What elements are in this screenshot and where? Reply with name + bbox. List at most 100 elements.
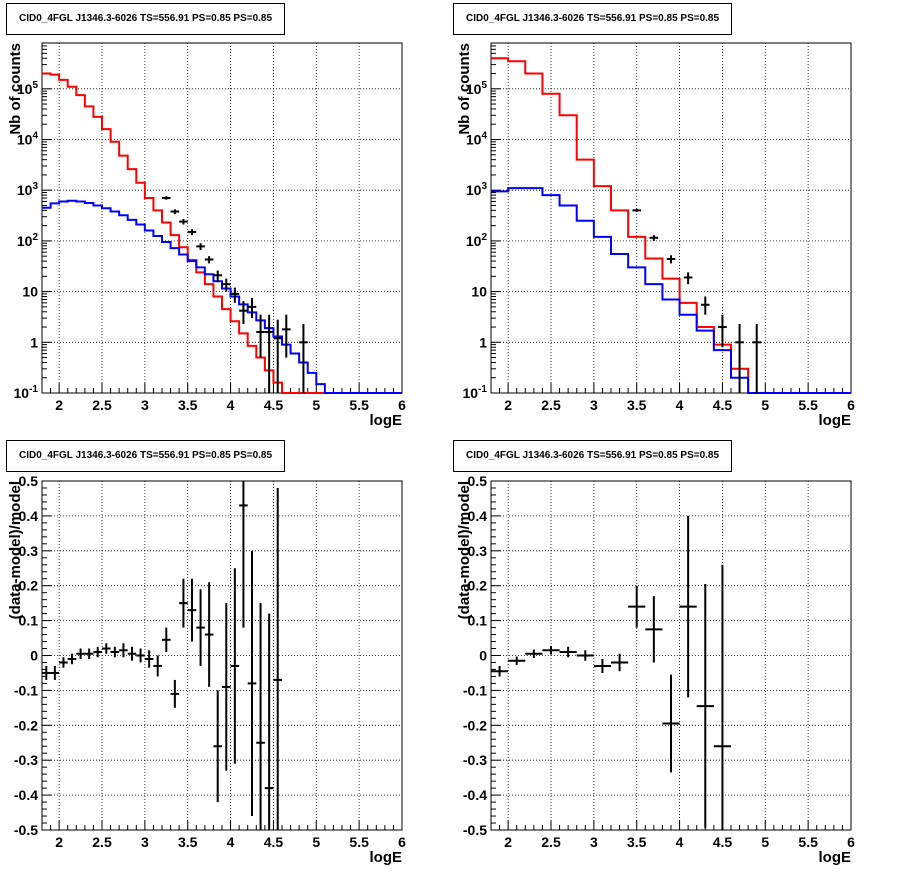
y-axis-title: Nb of counts [456, 43, 473, 135]
y-tick-label: 0.2 [19, 578, 39, 594]
data-point [683, 272, 693, 285]
x-tick-label: 3.5 [627, 397, 647, 413]
data-point [230, 287, 240, 303]
data-point [204, 256, 214, 264]
x-tick-label: 2 [55, 397, 63, 413]
data-point [273, 319, 282, 393]
x-tick-label: 3.5 [178, 834, 198, 850]
y-axis-title: (data-model)/model [456, 481, 473, 619]
y-tick-label: 105 [466, 80, 488, 97]
x-tick-label: 6 [398, 834, 406, 850]
y-tick-label: -0.2 [14, 717, 38, 733]
data-point [187, 229, 197, 236]
x-tick-label: 5.5 [349, 397, 369, 413]
data-point [213, 690, 222, 803]
y-tick-label: -0.4 [14, 787, 38, 803]
x-axis-title: logE [370, 849, 403, 866]
data-point [239, 301, 248, 324]
data-point [162, 196, 171, 200]
data-point [50, 665, 60, 680]
x-tick-label: 3 [590, 397, 598, 413]
data-point [196, 243, 205, 251]
data-point [256, 603, 265, 830]
data-point [162, 627, 171, 653]
plot-frame [490, 42, 852, 394]
data-point [696, 583, 714, 829]
x-tick-label: 5.5 [798, 834, 818, 850]
y-axis-title: Nb of counts [7, 43, 24, 135]
data-point [256, 314, 265, 358]
data-point [170, 679, 180, 708]
data-point [666, 255, 676, 264]
data-point [204, 582, 214, 687]
histogram-series [491, 57, 851, 394]
data-point [239, 481, 248, 628]
x-tick-label: 4 [227, 397, 235, 413]
x-tick-label: 3 [141, 397, 149, 413]
y-tick-label: 0 [30, 648, 38, 664]
data-point [196, 589, 205, 666]
chart-panel-bottom-left: CID0_4FGL J1346.3-6026 TS=556.91 PS=0.85… [0, 437, 449, 875]
data-point [110, 646, 120, 658]
y-tick-label: -0.1 [14, 682, 38, 698]
data-point [136, 648, 145, 663]
y-tick-label: 0 [479, 648, 487, 664]
data-point [718, 314, 727, 348]
data-point [264, 314, 274, 393]
data-point [230, 568, 240, 764]
data-point [299, 323, 308, 393]
data-point [752, 323, 761, 393]
data-point [593, 658, 611, 673]
data-point [59, 657, 68, 668]
x-tick-label: 2.5 [92, 834, 112, 850]
x-tick-label: 4.5 [713, 397, 733, 413]
x-tick-label: 2.5 [541, 834, 561, 850]
data-point [282, 314, 291, 358]
histogram-series [42, 72, 402, 394]
y-tick-label: 102 [17, 232, 39, 249]
data-point [632, 208, 641, 213]
chart-title: CID0_4FGL J1346.3-6026 TS=556.91 PS=0.85… [453, 3, 733, 35]
x-tick-label: 2 [504, 397, 512, 413]
data-point [213, 270, 222, 282]
y-tick-label: 0.5 [468, 473, 488, 489]
data-point [662, 674, 680, 773]
histogram-series [42, 199, 402, 394]
y-tick-label: 104 [17, 130, 39, 147]
y-axis-title: (data-model)/model [7, 481, 24, 619]
y-tick-label: 0.1 [468, 613, 488, 629]
data-point [713, 564, 731, 830]
data-point [508, 656, 526, 665]
y-tick-label: 1 [479, 334, 487, 350]
chart-title: CID0_4FGL J1346.3-6026 TS=556.91 PS=0.85… [6, 3, 286, 35]
data-point [525, 649, 543, 658]
x-tick-label: 3.5 [627, 834, 647, 850]
data-point [222, 278, 231, 292]
histogram-series [491, 187, 851, 394]
y-tick-label: -0.5 [14, 822, 38, 838]
data-point [679, 515, 697, 698]
y-tick-label: -0.3 [14, 752, 38, 768]
data-point [611, 653, 629, 672]
data-point [102, 643, 111, 654]
chart-title: CID0_4FGL J1346.3-6026 TS=556.91 PS=0.85… [453, 440, 733, 472]
y-tick-label: 103 [466, 181, 488, 198]
data-point [179, 219, 188, 225]
x-tick-label: 6 [398, 397, 406, 413]
x-tick-label: 2 [55, 834, 63, 850]
y-tick-label: -0.1 [463, 682, 487, 698]
data-point [735, 323, 744, 393]
y-tick-label: -0.4 [463, 787, 487, 803]
x-tick-label: 4.5 [713, 834, 733, 850]
x-tick-label: 5.5 [798, 397, 818, 413]
data-point [264, 613, 274, 830]
y-tick-label: 10-1 [463, 384, 488, 401]
data-point [84, 648, 94, 659]
data-point [247, 550, 257, 817]
data-point [187, 578, 197, 642]
data-point [542, 646, 560, 655]
x-tick-label: 2 [504, 834, 512, 850]
x-tick-label: 3 [141, 834, 149, 850]
chart-svg: 2 2.5 3 3.5 4 4.5 5 5.5 6 10-1 1 10 102 103 104 105 logE… [456, 42, 855, 429]
x-tick-label: 6 [847, 397, 855, 413]
